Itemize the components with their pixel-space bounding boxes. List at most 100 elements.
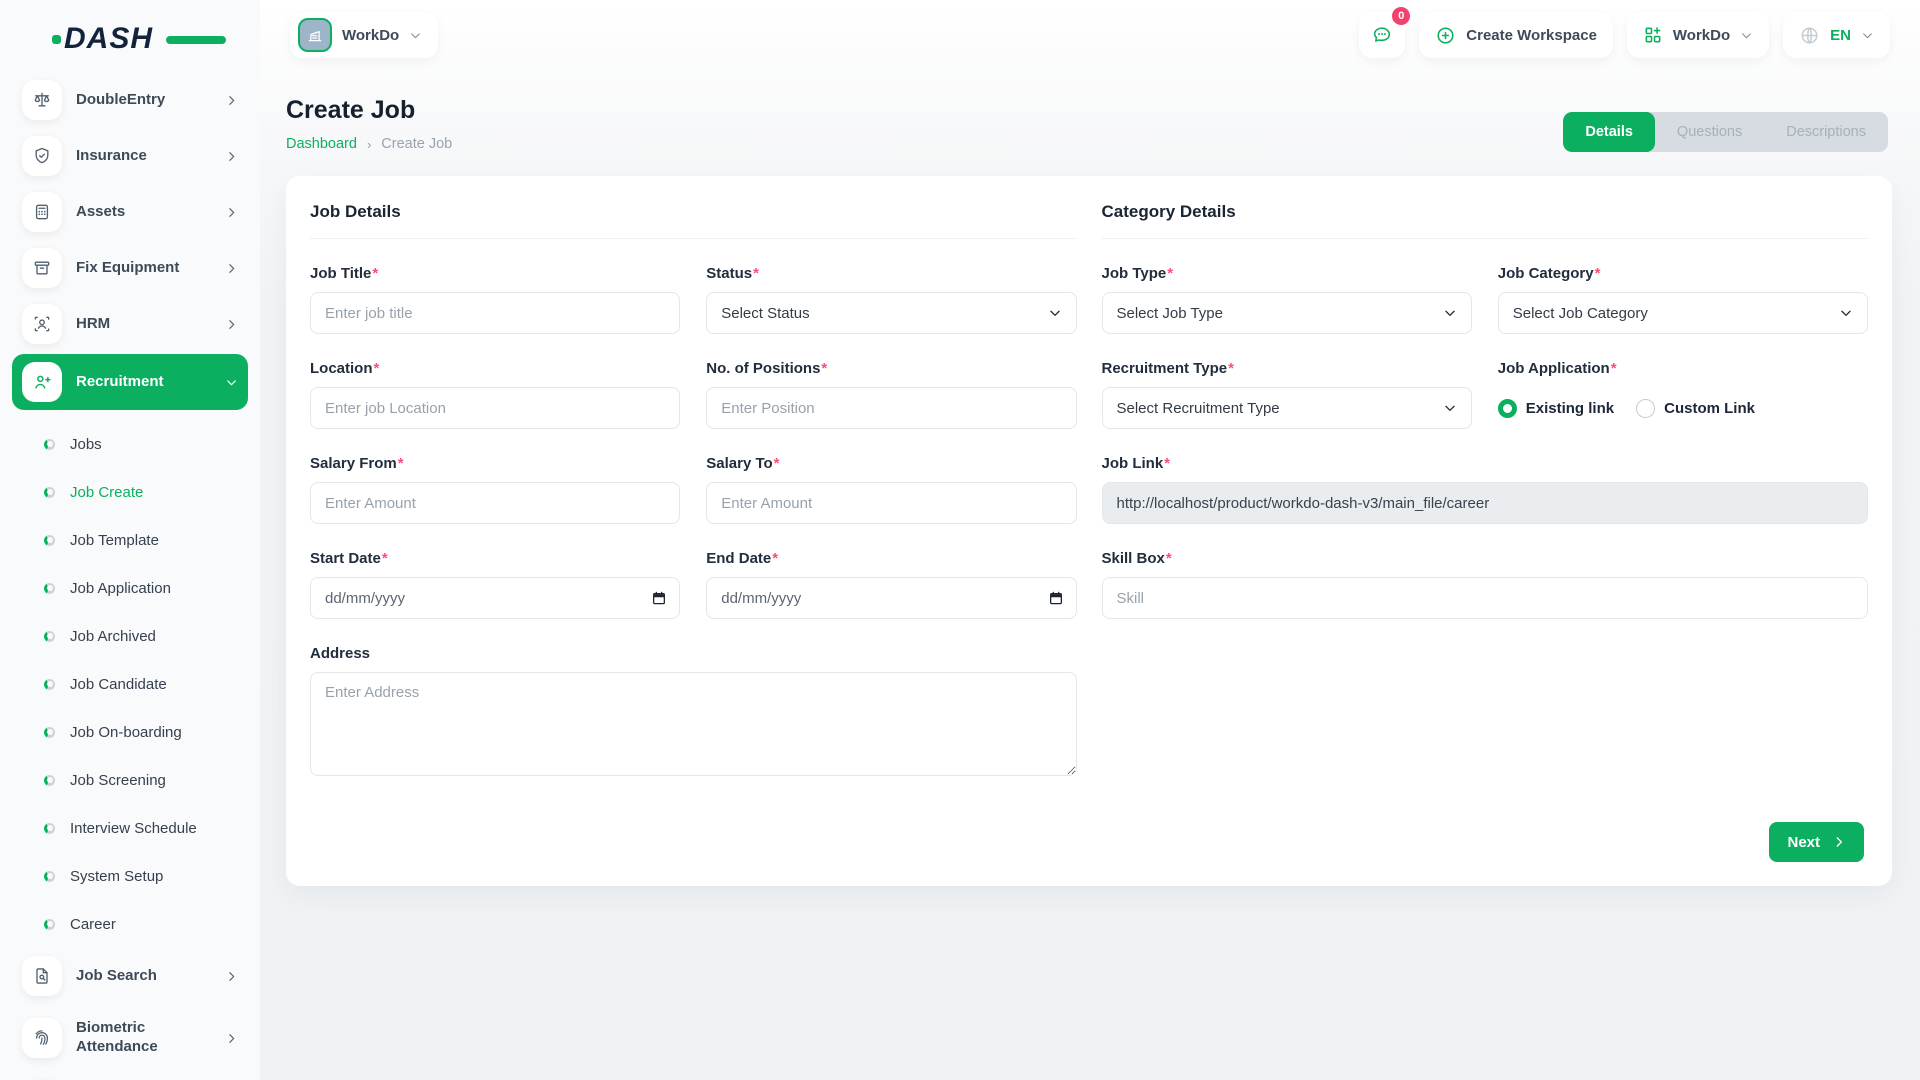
sidebar-item-insurance[interactable]: Insurance <box>12 130 248 182</box>
next-button[interactable]: Next <box>1769 822 1864 862</box>
location-input[interactable] <box>310 387 681 429</box>
workspace-switcher[interactable]: WorkDo <box>290 12 439 58</box>
topbar-actions: 0 Create Workspace WorkDo EN <box>1359 5 1890 58</box>
language-selector[interactable]: EN <box>1783 12 1890 58</box>
sidebar-item-label: Fix Equipment <box>76 258 180 276</box>
tab-details[interactable]: Details <box>1563 112 1655 152</box>
sidebar-item-label: Recruitment <box>76 372 164 390</box>
end-date-input[interactable] <box>707 578 1076 618</box>
brand-logo[interactable]: DASH <box>52 22 226 56</box>
required-asterisk: * <box>381 550 388 567</box>
positions-input[interactable] <box>706 387 1077 429</box>
job-category-label: Job Category* <box>1497 265 1601 282</box>
chevron-down-icon <box>1740 29 1753 42</box>
chevron-right-icon <box>225 262 238 275</box>
bullet-icon <box>44 870 55 882</box>
chevron-right-icon <box>225 318 238 331</box>
file-search-icon <box>22 956 62 996</box>
job-link-input[interactable] <box>1101 482 1868 524</box>
sidebar-item-label: DoubleEntry <box>76 90 166 108</box>
submenu-item-jobs[interactable]: Jobs <box>12 420 248 468</box>
positions-field: No. of Positions* <box>706 360 1077 429</box>
chevron-right-icon <box>225 150 238 163</box>
radio-custom-link[interactable]: Custom Link <box>1636 398 1755 418</box>
submenu-item-job-screening[interactable]: Job Screening <box>12 756 248 804</box>
user-scan-icon <box>22 304 62 344</box>
salary-from-label: Salary From* <box>310 455 404 472</box>
page-title: Create Job <box>286 96 416 124</box>
sidebar-item-procurement[interactable]: Procurement <box>12 1074 248 1080</box>
sidebar-item-assets[interactable]: Assets <box>12 186 248 238</box>
job-type-select[interactable]: Select Job Type <box>1101 292 1472 334</box>
logo-bar <box>166 36 226 44</box>
submenu-item-job-archived[interactable]: Job Archived <box>12 612 248 660</box>
tab-descriptions[interactable]: Descriptions <box>1786 124 1866 140</box>
skill-input[interactable] <box>1101 577 1868 619</box>
bullet-icon <box>44 774 55 786</box>
required-asterisk: * <box>1610 360 1617 377</box>
submenu-item-interview-schedule[interactable]: Interview Schedule <box>12 804 248 852</box>
start-date-input[interactable] <box>311 578 680 618</box>
submenu-item-job-application[interactable]: Job Application <box>12 564 248 612</box>
job-title-label: Job Title* <box>310 265 379 282</box>
submenu-item-system-setup[interactable]: System Setup <box>12 852 248 900</box>
location-field: Location* <box>310 360 681 429</box>
status-field: Status* Select Status <box>706 265 1077 334</box>
job-category-select[interactable]: Select Job Category <box>1497 292 1868 334</box>
recruitment-type-field: Recruitment Type* Select Recruitment Typ… <box>1101 360 1472 429</box>
required-asterisk: * <box>1167 265 1174 282</box>
sidebar-item-doubleentry[interactable]: DoubleEntry <box>12 74 248 126</box>
chevron-right-icon <box>225 94 238 107</box>
job-application-label: Job Application* <box>1497 360 1617 377</box>
salary-to-input[interactable] <box>706 482 1077 524</box>
submenu-item-career[interactable]: Career <box>12 900 248 948</box>
location-label: Location* <box>310 360 380 377</box>
section-title-category-details: Category Details <box>1101 202 1868 239</box>
salary-from-field: Salary From* <box>310 455 681 524</box>
sidebar-item-hrm[interactable]: HRM <box>12 298 248 350</box>
sidebar-item-fix-equipment[interactable]: Fix Equipment <box>12 242 248 294</box>
submenu-item-job-template[interactable]: Job Template <box>12 516 248 564</box>
submenu-item-label: Interview Schedule <box>70 819 197 837</box>
submenu-item-label: Job Archived <box>70 627 156 645</box>
radio-existing-link[interactable]: Existing link <box>1497 398 1614 418</box>
sidebar-item-job-search[interactable]: Job Search <box>12 950 248 1002</box>
end-date-field: End Date* <box>706 550 1077 619</box>
address-textarea[interactable] <box>310 672 1077 776</box>
job-type-label: Job Type* <box>1101 265 1174 282</box>
apps-menu-button[interactable]: WorkDo <box>1626 12 1770 58</box>
bullet-icon <box>44 822 55 834</box>
salary-from-input[interactable] <box>310 482 681 524</box>
breadcrumb-dashboard-link[interactable]: Dashboard <box>286 136 357 152</box>
required-asterisk: * <box>1165 550 1172 567</box>
status-select[interactable]: Select Status <box>706 292 1077 334</box>
create-workspace-button[interactable]: Create Workspace <box>1419 12 1613 58</box>
calendar-icon[interactable] <box>1048 590 1064 606</box>
messages-button[interactable]: 0 <box>1359 5 1413 58</box>
job-application-radio-group: Existing link Custom Link <box>1497 387 1868 429</box>
chevron-down-icon <box>225 376 238 389</box>
sidebar-item-recruitment[interactable]: Recruitment <box>12 354 248 410</box>
submenu-item-label: System Setup <box>70 867 164 885</box>
submenu-item-label: Job On-boarding <box>70 723 182 741</box>
messages-badge: 0 <box>1390 5 1413 27</box>
balance-scale-icon <box>22 80 62 120</box>
sidebar-item-biometric-attendance[interactable]: Biometric Attendance <box>12 1006 248 1070</box>
start-date-label: Start Date* <box>310 550 388 567</box>
bullet-icon <box>44 582 55 594</box>
required-asterisk: * <box>772 550 779 567</box>
chevron-right-icon <box>1832 835 1846 849</box>
job-title-input[interactable] <box>310 292 681 334</box>
tab-questions[interactable]: Questions <box>1676 124 1743 140</box>
calendar-icon[interactable] <box>651 590 667 606</box>
sidebar-item-label: Assets <box>76 202 126 220</box>
start-date-input-wrap <box>310 577 681 619</box>
job-link-label: Job Link* <box>1101 455 1171 472</box>
bullet-icon <box>44 486 55 498</box>
submenu-item-job-onboarding[interactable]: Job On-boarding <box>12 708 248 756</box>
logo-text: DASH <box>64 22 154 55</box>
recruitment-type-select[interactable]: Select Recruitment Type <box>1101 387 1472 429</box>
submenu-item-job-create[interactable]: Job Create <box>12 468 248 516</box>
job-category-field: Job Category* Select Job Category <box>1497 265 1868 334</box>
submenu-item-job-candidate[interactable]: Job Candidate <box>12 660 248 708</box>
